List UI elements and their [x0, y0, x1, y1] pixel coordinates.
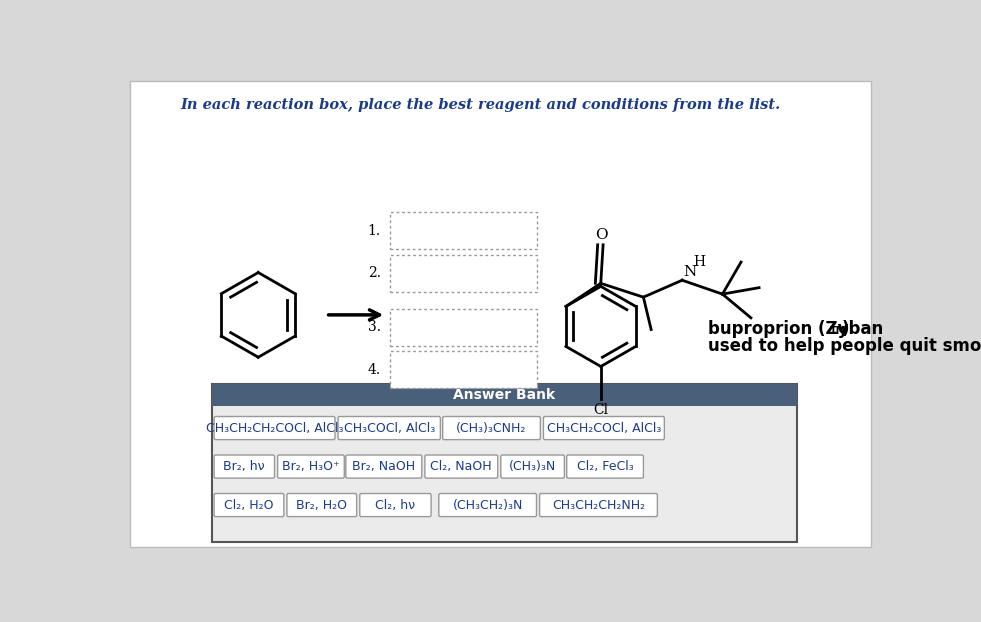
Text: used to help people quit smoking: used to help people quit smoking [707, 337, 981, 355]
Text: In each reaction box, place the best reagent and conditions from the list.: In each reaction box, place the best rea… [181, 98, 781, 112]
Text: Br₂, H₃O⁺: Br₂, H₃O⁺ [283, 460, 339, 473]
FancyBboxPatch shape [212, 384, 797, 542]
Text: CH₃CH₂COCl, AlCl₃: CH₃CH₂COCl, AlCl₃ [546, 422, 661, 435]
Text: CH₃CH₂CH₂COCl, AlCl₃: CH₃CH₂CH₂COCl, AlCl₃ [206, 422, 343, 435]
FancyBboxPatch shape [346, 455, 422, 478]
Text: Cl: Cl [594, 402, 608, 417]
FancyBboxPatch shape [567, 455, 644, 478]
Text: O: O [595, 228, 608, 242]
Text: (CH₃)₃CNH₂: (CH₃)₃CNH₂ [456, 422, 527, 435]
Text: (CH₃CH₂)₃N: (CH₃CH₂)₃N [452, 499, 523, 511]
FancyBboxPatch shape [212, 384, 797, 406]
Text: ): ) [842, 320, 850, 338]
Text: 2.: 2. [368, 266, 381, 281]
Text: Answer Bank: Answer Bank [453, 388, 555, 402]
Text: buproprion (Zyban: buproprion (Zyban [707, 320, 883, 338]
FancyBboxPatch shape [214, 455, 275, 478]
FancyBboxPatch shape [425, 455, 497, 478]
Text: Cl₂, NaOH: Cl₂, NaOH [431, 460, 492, 473]
FancyBboxPatch shape [130, 81, 870, 547]
FancyBboxPatch shape [540, 493, 657, 517]
Text: Cl₂, H₂O: Cl₂, H₂O [225, 499, 274, 511]
FancyBboxPatch shape [442, 417, 541, 440]
Text: Br₂, H₂O: Br₂, H₂O [296, 499, 347, 511]
Text: CH₃COCl, AlCl₃: CH₃COCl, AlCl₃ [343, 422, 435, 435]
FancyBboxPatch shape [390, 213, 538, 249]
Text: H: H [693, 256, 705, 269]
Text: N: N [684, 265, 697, 279]
Text: (CH₃)₃N: (CH₃)₃N [509, 460, 556, 473]
Text: 4.: 4. [368, 363, 381, 376]
Text: Br₂, NaOH: Br₂, NaOH [352, 460, 415, 473]
FancyBboxPatch shape [286, 493, 357, 517]
FancyBboxPatch shape [338, 417, 440, 440]
FancyBboxPatch shape [543, 417, 664, 440]
FancyBboxPatch shape [439, 493, 537, 517]
FancyBboxPatch shape [390, 309, 538, 346]
FancyBboxPatch shape [278, 455, 344, 478]
FancyBboxPatch shape [501, 455, 564, 478]
Text: TM: TM [829, 326, 846, 336]
Text: 3.: 3. [368, 320, 381, 334]
FancyBboxPatch shape [390, 255, 538, 292]
FancyBboxPatch shape [360, 493, 431, 517]
Text: Cl₂, hν: Cl₂, hν [376, 499, 416, 511]
Text: CH₃CH₂CH₂NH₂: CH₃CH₂CH₂NH₂ [552, 499, 645, 511]
Text: Cl₂, FeCl₃: Cl₂, FeCl₃ [577, 460, 634, 473]
Text: Br₂, hν: Br₂, hν [224, 460, 265, 473]
FancyBboxPatch shape [214, 417, 335, 440]
Text: 1.: 1. [368, 224, 381, 238]
FancyBboxPatch shape [390, 351, 538, 388]
FancyBboxPatch shape [214, 493, 284, 517]
